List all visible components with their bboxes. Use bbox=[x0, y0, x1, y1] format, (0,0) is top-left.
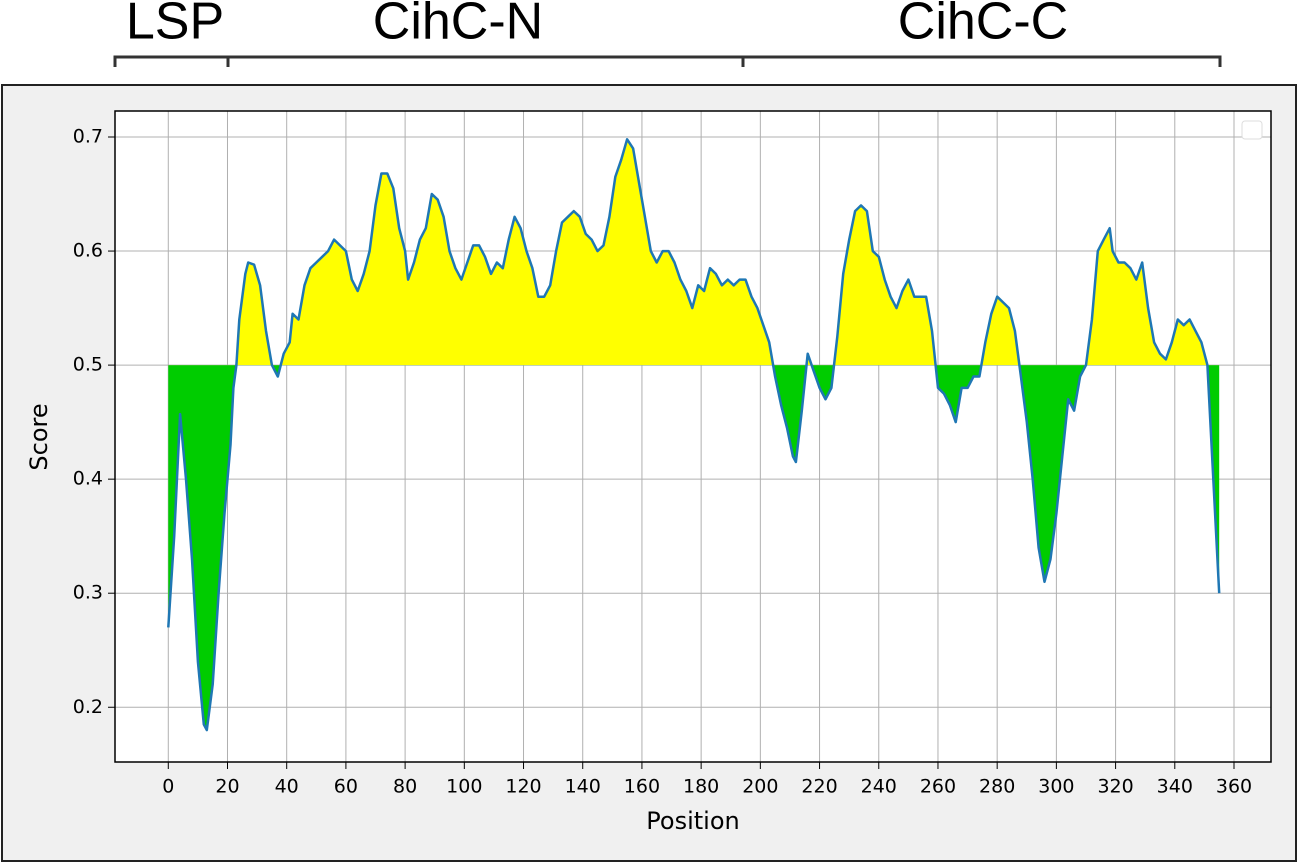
x-tick-label: 360 bbox=[1216, 776, 1252, 798]
y-tick-label: 0.3 bbox=[73, 582, 103, 604]
x-tick-label: 180 bbox=[683, 776, 719, 798]
plot-area bbox=[115, 111, 1271, 762]
x-tick-label: 220 bbox=[801, 776, 837, 798]
y-tick-label: 0.2 bbox=[73, 696, 103, 718]
x-axis-label: Position bbox=[646, 807, 739, 835]
x-tick-label: 60 bbox=[334, 776, 358, 798]
x-tick-label: 80 bbox=[393, 776, 417, 798]
legend bbox=[1241, 120, 1263, 140]
region-brackets bbox=[113, 55, 1222, 67]
x-tick-label: 320 bbox=[1097, 776, 1133, 798]
y-tick-label: 0.4 bbox=[73, 468, 103, 490]
region-label: CihC-C bbox=[898, 0, 1068, 51]
y-tick-label: 0.7 bbox=[73, 126, 103, 148]
bracket bbox=[113, 55, 1222, 67]
x-tick-label: 160 bbox=[624, 776, 660, 798]
x-tick-label: 0 bbox=[162, 776, 174, 798]
x-tick-label: 20 bbox=[215, 776, 239, 798]
x-tick-label: 120 bbox=[505, 776, 541, 798]
x-tick-label: 340 bbox=[1157, 776, 1193, 798]
marks bbox=[167, 138, 1221, 732]
x-tick-label: 260 bbox=[920, 776, 956, 798]
x-tick-label: 240 bbox=[861, 776, 897, 798]
x-tick-label: 200 bbox=[742, 776, 778, 798]
tick-labels: 0 20 40 60 80 100 120 140 160 180 200 220 240 260 280 3… bbox=[73, 126, 1252, 798]
y-tick-label: 0.5 bbox=[73, 354, 103, 376]
score-line bbox=[167, 138, 1221, 732]
x-tick-label: 100 bbox=[446, 776, 482, 798]
x-tick-label: 280 bbox=[979, 776, 1015, 798]
y-axis-label: Score bbox=[25, 403, 53, 470]
y-tick-label: 0.6 bbox=[73, 240, 103, 262]
region-label: CihC-N bbox=[373, 0, 543, 51]
x-tick-label: 300 bbox=[1038, 776, 1074, 798]
x-tick-label: 40 bbox=[275, 776, 299, 798]
plot-border bbox=[114, 110, 1272, 763]
fill-above bbox=[168, 139, 1220, 366]
x-tick-label: 140 bbox=[565, 776, 601, 798]
region-label: LSP bbox=[126, 0, 224, 51]
